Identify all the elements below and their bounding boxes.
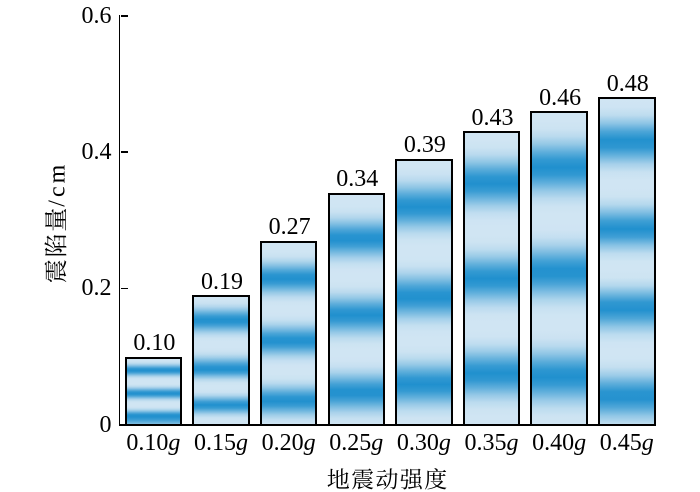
svg-text:/cm: /cm [45,162,71,207]
